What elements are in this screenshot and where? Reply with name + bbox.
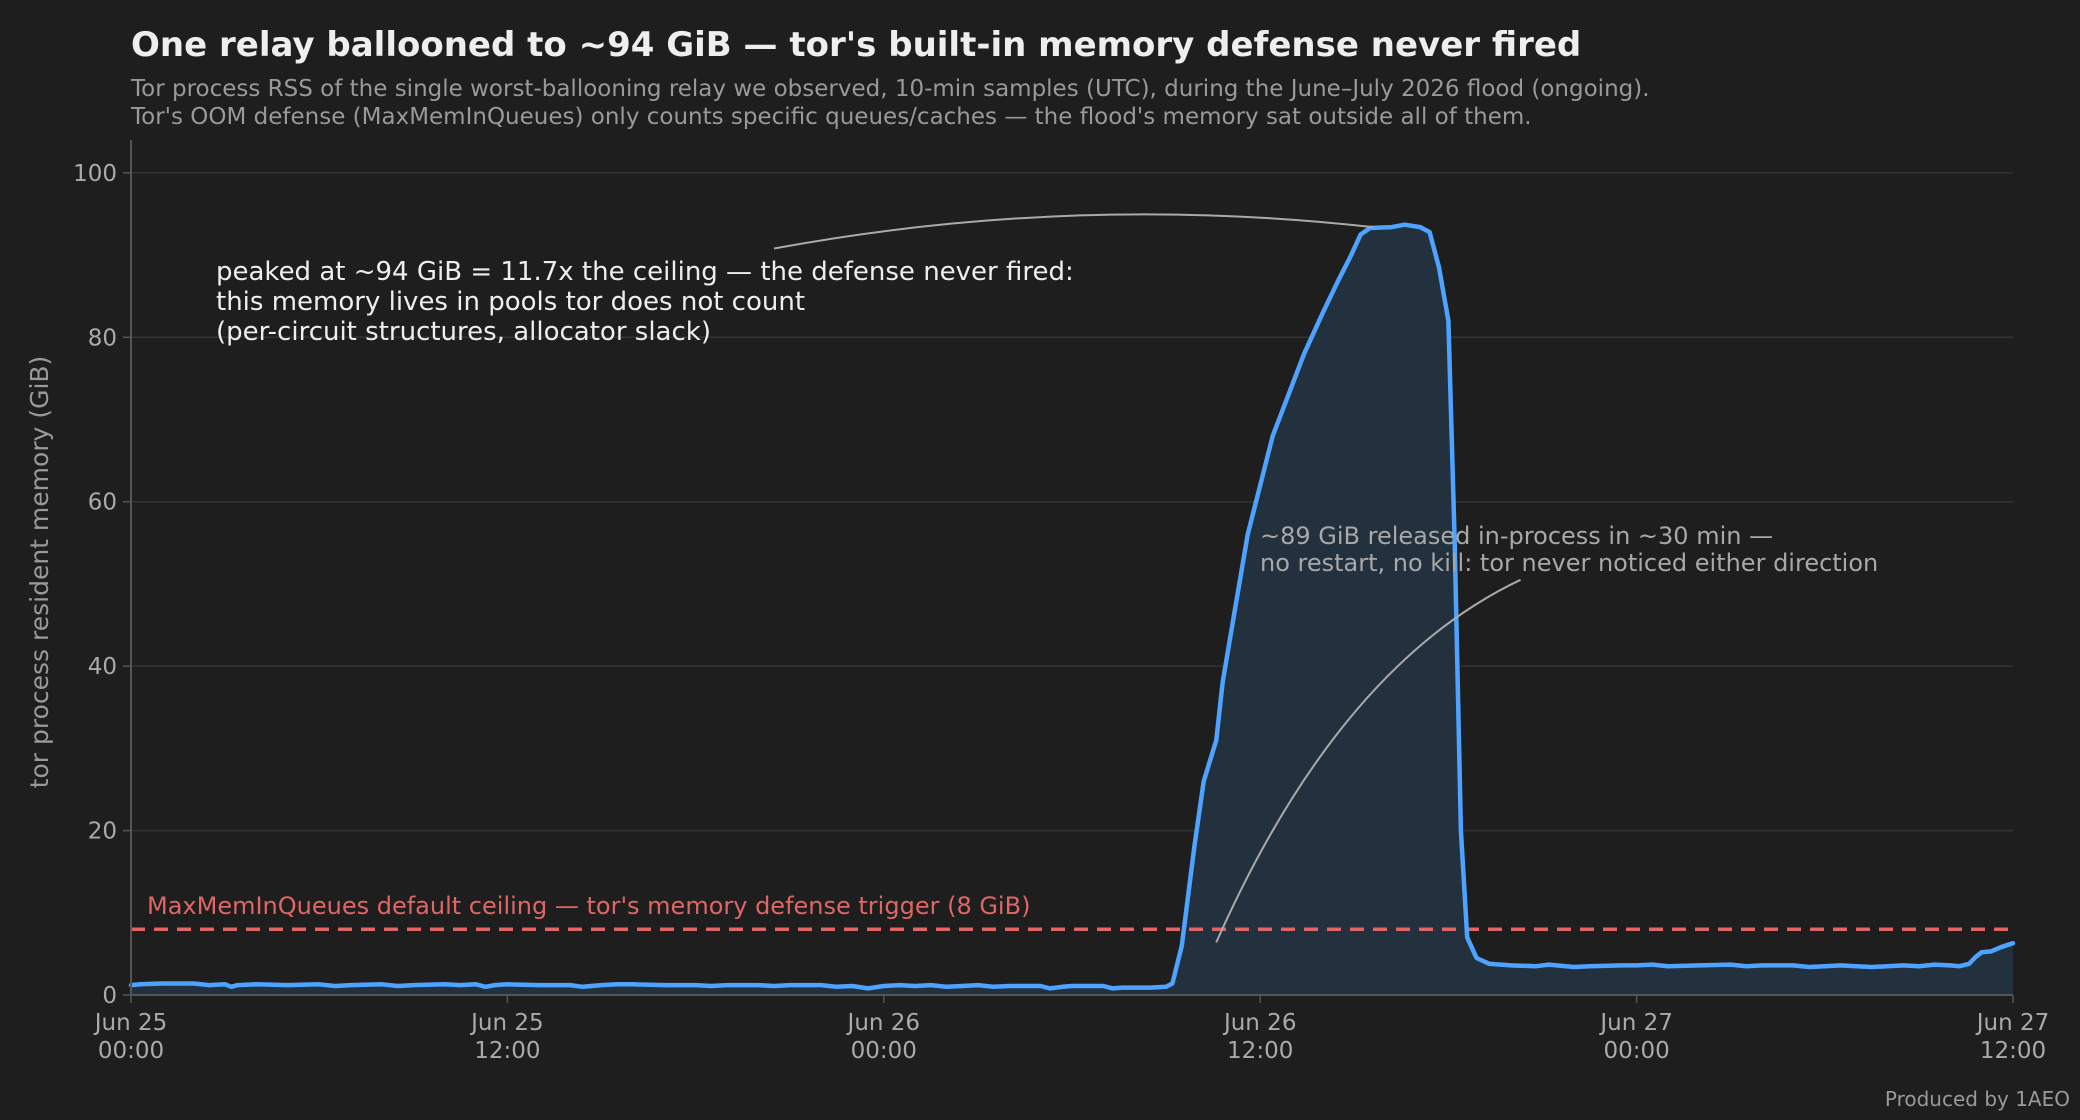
- y-axis-label: tor process resident memory (GiB): [25, 356, 54, 789]
- ceiling-label: MaxMemInQueues default ceiling — tor's m…: [147, 892, 1030, 920]
- x-tick-label-time: 12:00: [474, 1038, 540, 1064]
- chart-title: One relay ballooned to ~94 GiB — tor's b…: [131, 25, 1581, 65]
- chart-subtitle-line-1: Tor process RSS of the single worst-ball…: [130, 76, 1650, 102]
- x-tick-label-time: 00:00: [851, 1038, 917, 1064]
- y-tick-label: 80: [88, 325, 117, 351]
- y-tick-label: 20: [88, 819, 117, 845]
- x-tick-label-date: Jun 26: [846, 1010, 921, 1036]
- annotation-text-1: peaked at ~94 GiB = 11.7x the ceiling — …: [216, 257, 1074, 347]
- credit-text: Produced by 1AEO: [1885, 1087, 2070, 1111]
- annotation-line: (per-circuit structures, allocator slack…: [216, 317, 711, 347]
- y-tick-label: 0: [102, 983, 117, 1009]
- x-tick-label-date: Jun 27: [1975, 1010, 2050, 1036]
- annotation-line: peaked at ~94 GiB = 11.7x the ceiling — …: [216, 257, 1074, 287]
- annotation-connector-2: [1215, 578, 1521, 943]
- annotation-line: this memory lives in pools tor does not …: [216, 287, 805, 317]
- x-tick-label-time: 00:00: [1603, 1038, 1669, 1064]
- y-tick-label: 60: [88, 490, 117, 516]
- annotation-line: no restart, no kill: tor never noticed e…: [1260, 549, 1878, 577]
- x-tick-label-date: Jun 26: [1222, 1010, 1297, 1036]
- x-tick-label-date: Jun 25: [469, 1010, 544, 1036]
- annotation-line: ~89 GiB released in-process in ~30 min —: [1260, 522, 1773, 550]
- x-tick-label-date: Jun 27: [1598, 1010, 1673, 1036]
- y-tick-label: 40: [88, 654, 117, 680]
- annotation-connector-1: [773, 213, 1374, 250]
- annotation-text-2: ~89 GiB released in-process in ~30 min —…: [1260, 522, 1878, 577]
- x-tick-label-time: 12:00: [1227, 1038, 1293, 1064]
- chart-subtitle-line-2: Tor's OOM defense (MaxMemInQueues) only …: [130, 104, 1532, 130]
- x-tick-label-time: 12:00: [1980, 1038, 2046, 1064]
- y-tick-label: 100: [73, 161, 117, 187]
- rss-series-line: [128, 222, 2016, 991]
- x-tick-label-date: Jun 25: [93, 1010, 168, 1036]
- x-tick-label-time: 00:00: [98, 1038, 164, 1064]
